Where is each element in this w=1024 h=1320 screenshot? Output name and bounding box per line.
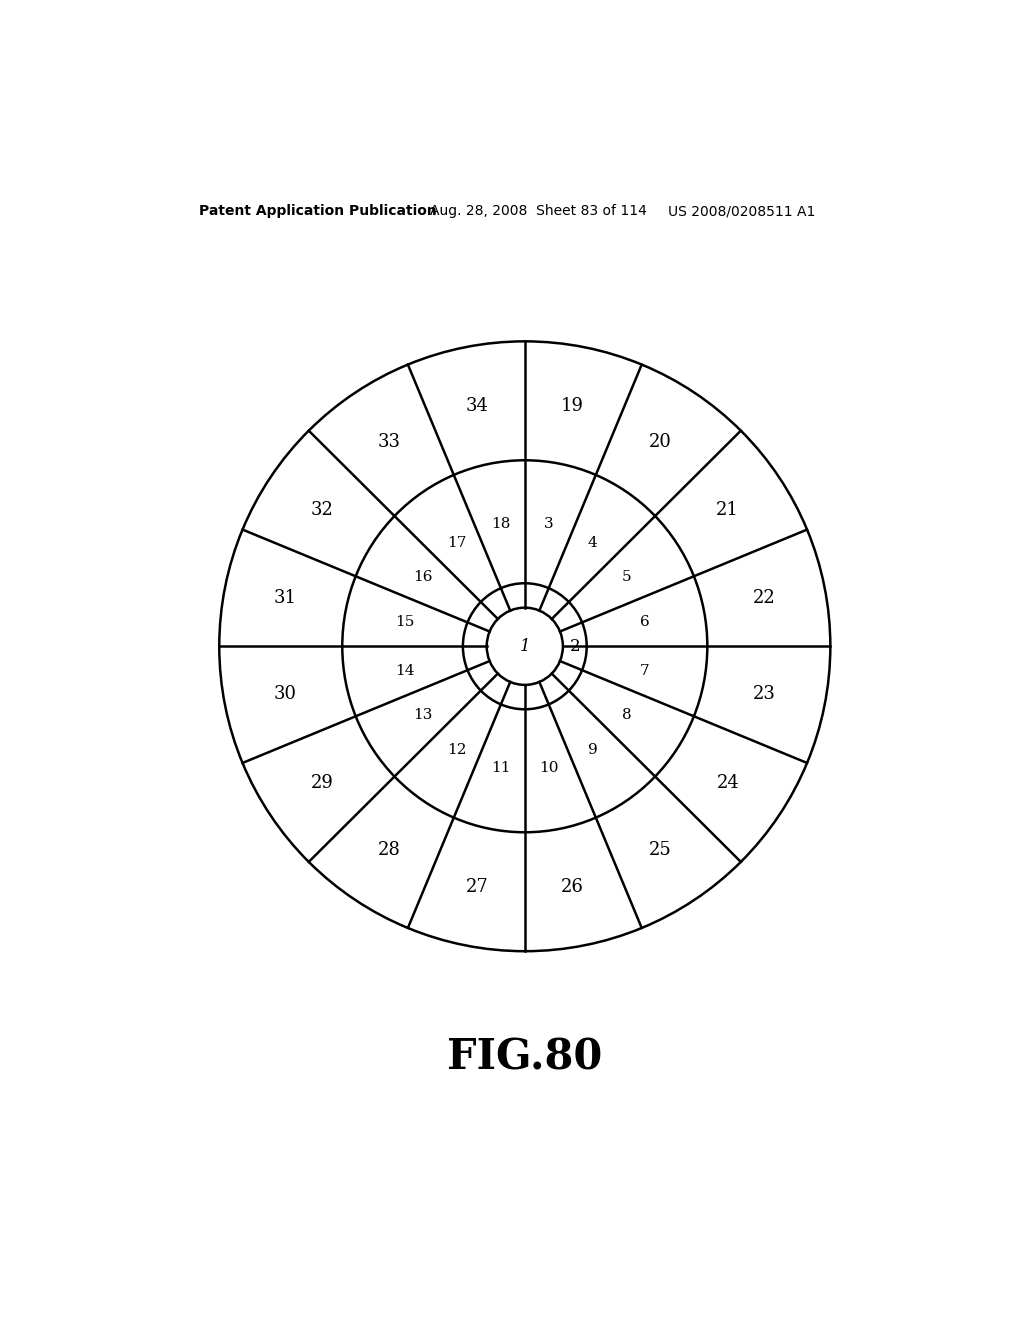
Text: 5: 5: [622, 570, 631, 583]
Text: 31: 31: [274, 590, 297, 607]
Text: 30: 30: [274, 685, 297, 704]
Text: 13: 13: [414, 709, 433, 722]
Text: 16: 16: [414, 570, 433, 583]
Text: 34: 34: [466, 396, 488, 414]
Text: FIG.80: FIG.80: [447, 1038, 602, 1078]
Text: 21: 21: [716, 500, 739, 519]
Text: 2: 2: [569, 638, 581, 655]
Text: 32: 32: [310, 500, 334, 519]
Text: 4: 4: [588, 536, 598, 549]
Text: 12: 12: [447, 743, 467, 756]
Text: 14: 14: [395, 664, 415, 677]
Text: 6: 6: [640, 615, 649, 630]
Text: 25: 25: [649, 841, 672, 859]
Text: 9: 9: [588, 743, 598, 756]
Text: 8: 8: [622, 709, 631, 722]
Text: US 2008/0208511 A1: US 2008/0208511 A1: [668, 205, 815, 218]
Text: 20: 20: [649, 433, 672, 451]
Text: Patent Application Publication: Patent Application Publication: [200, 205, 437, 218]
Text: 28: 28: [378, 841, 400, 859]
Text: 18: 18: [492, 517, 511, 531]
Text: 7: 7: [640, 664, 649, 677]
Text: Aug. 28, 2008  Sheet 83 of 114: Aug. 28, 2008 Sheet 83 of 114: [430, 205, 646, 218]
Text: 22: 22: [753, 590, 775, 607]
Text: 10: 10: [539, 762, 558, 775]
Text: 17: 17: [447, 536, 467, 549]
Text: 27: 27: [466, 878, 488, 896]
Text: 15: 15: [395, 615, 415, 630]
Text: 26: 26: [561, 878, 584, 896]
Text: 29: 29: [310, 774, 334, 792]
Text: 24: 24: [717, 774, 739, 792]
Text: 11: 11: [492, 762, 511, 775]
Text: 19: 19: [561, 396, 584, 414]
Text: 23: 23: [753, 685, 775, 704]
Text: 33: 33: [378, 433, 400, 451]
Text: 1: 1: [519, 638, 530, 655]
Text: 3: 3: [544, 517, 553, 531]
